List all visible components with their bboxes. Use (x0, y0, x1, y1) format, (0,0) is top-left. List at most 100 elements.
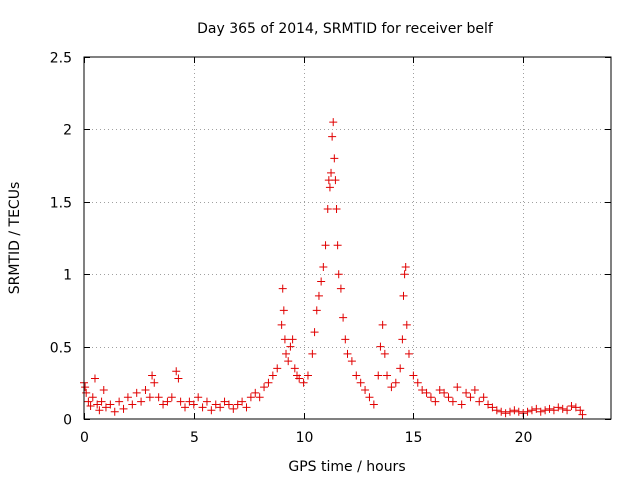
data-point (238, 397, 247, 406)
data-point (286, 342, 295, 351)
data-point (378, 320, 387, 329)
data-point (84, 397, 93, 406)
chart-title: Day 365 of 2014, SRMTID for receiver bel… (197, 21, 494, 37)
data-point (558, 404, 567, 413)
data-point (299, 378, 308, 387)
data-point (310, 328, 319, 337)
data-point (505, 407, 514, 416)
data-point (571, 403, 580, 412)
data-point (255, 393, 264, 402)
data-point (328, 132, 337, 141)
data-point (251, 388, 260, 397)
data-point (268, 371, 277, 380)
data-point (435, 386, 444, 395)
data-point (374, 371, 383, 380)
data-point (418, 386, 427, 395)
data-point (400, 270, 409, 279)
data-point (128, 400, 137, 409)
data-point (457, 400, 466, 409)
y-tick-label: 2 (63, 123, 72, 139)
data-point (115, 397, 124, 406)
y-axis-label: SRMTID / TECUs (7, 182, 23, 295)
data-point (145, 393, 154, 402)
data-point (333, 241, 342, 250)
data-point (154, 393, 163, 402)
data-point (479, 393, 488, 402)
data-point (536, 407, 545, 416)
data-point (295, 374, 304, 383)
data-point (399, 291, 408, 300)
data-points (80, 118, 587, 419)
data-point (402, 320, 411, 329)
data-point (576, 406, 585, 415)
data-point (119, 404, 128, 413)
data-point (86, 401, 95, 410)
data-point (343, 349, 352, 358)
x-axis-label: GPS time / hours (288, 459, 405, 475)
data-point (327, 168, 336, 177)
data-point (95, 406, 104, 415)
data-point (426, 393, 435, 402)
data-point (323, 205, 332, 214)
y-tick-label: 2.5 (50, 51, 72, 67)
data-point (352, 371, 361, 380)
data-point (198, 403, 207, 412)
data-point (290, 364, 299, 373)
data-point (312, 306, 321, 315)
data-point (264, 378, 273, 387)
data-point (376, 342, 385, 351)
data-point (462, 388, 471, 397)
data-point (453, 383, 462, 392)
data-point (174, 374, 183, 383)
data-point (475, 397, 484, 406)
data-point (431, 397, 440, 406)
data-point (541, 406, 550, 415)
data-point (563, 406, 572, 415)
data-point (132, 388, 141, 397)
x-tick-label: 5 (190, 430, 199, 446)
data-point (448, 397, 457, 406)
data-point (331, 176, 340, 185)
data-point (246, 393, 255, 402)
data-point (137, 397, 146, 406)
data-point (202, 397, 211, 406)
data-point (404, 349, 413, 358)
data-point (280, 335, 289, 344)
data-point (150, 378, 159, 387)
data-point (167, 393, 176, 402)
data-point (93, 400, 102, 409)
data-point (365, 393, 374, 402)
y-tick-label: 1.5 (50, 196, 72, 212)
data-point (334, 270, 343, 279)
data-point (488, 403, 497, 412)
data-point (106, 400, 115, 409)
data-point (466, 393, 475, 402)
data-point (514, 407, 523, 416)
data-point (391, 378, 400, 387)
data-point (88, 393, 97, 402)
data-point (380, 349, 389, 358)
data-point (484, 400, 493, 409)
data-point (401, 262, 410, 271)
data-point (329, 118, 338, 127)
data-point (273, 364, 282, 373)
data-point (101, 403, 110, 412)
x-tick-label: 15 (405, 430, 423, 446)
data-point (413, 378, 422, 387)
data-point (501, 409, 510, 418)
x-tick-label: 10 (296, 430, 314, 446)
data-point (317, 277, 326, 286)
data-point (207, 406, 216, 415)
data-point (288, 335, 297, 344)
data-point (279, 306, 288, 315)
data-point (554, 403, 563, 412)
data-point (282, 349, 291, 358)
data-point (325, 183, 334, 192)
data-point (194, 393, 203, 402)
data-point (422, 388, 431, 397)
data-point (341, 335, 350, 344)
data-point (361, 386, 370, 395)
data-point (224, 400, 233, 409)
data-point (332, 205, 341, 214)
